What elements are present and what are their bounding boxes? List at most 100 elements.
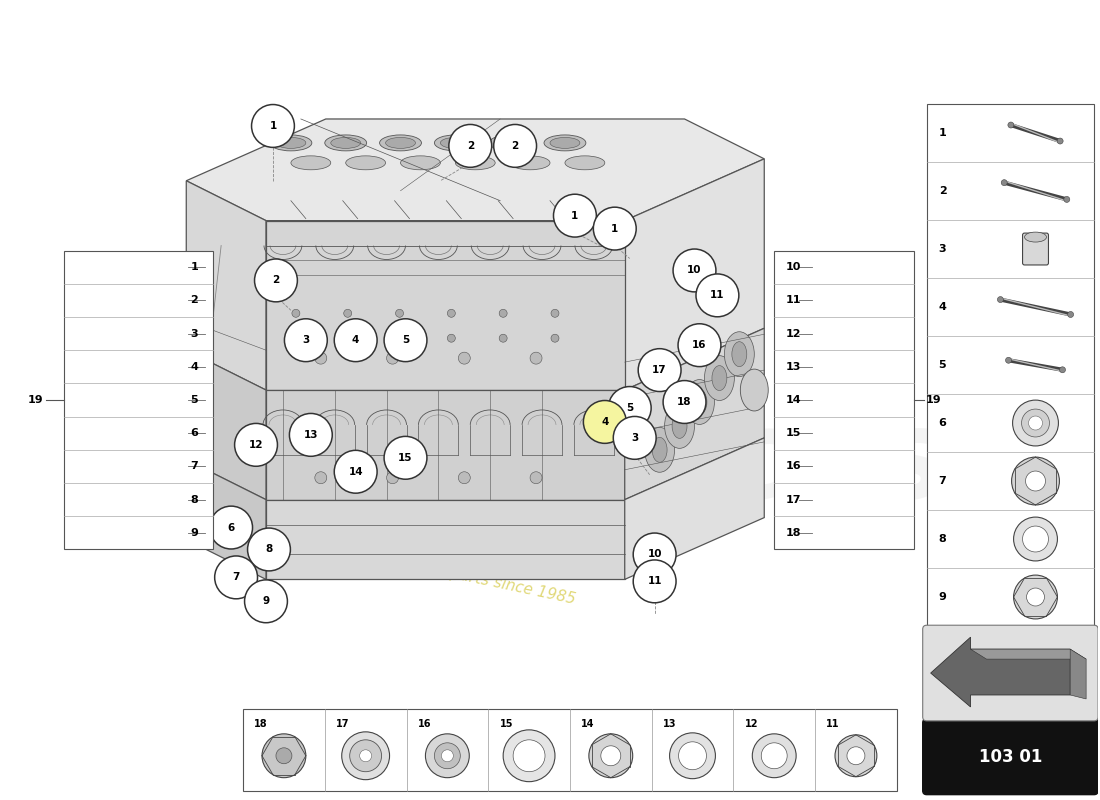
Text: 3: 3 (938, 244, 946, 254)
Circle shape (670, 733, 715, 778)
Text: 2: 2 (512, 141, 519, 151)
Circle shape (276, 748, 292, 764)
Text: 6: 6 (228, 522, 234, 533)
Polygon shape (970, 649, 1086, 659)
Circle shape (634, 533, 676, 576)
Text: 10: 10 (938, 650, 954, 660)
Text: 10: 10 (786, 262, 802, 272)
FancyBboxPatch shape (64, 250, 213, 550)
Text: 3: 3 (190, 329, 198, 338)
Text: 3: 3 (302, 335, 309, 346)
Circle shape (634, 560, 676, 602)
Circle shape (334, 318, 377, 362)
Ellipse shape (270, 135, 311, 151)
Circle shape (679, 742, 706, 770)
Circle shape (673, 249, 716, 292)
Circle shape (384, 318, 427, 362)
Circle shape (434, 743, 460, 769)
Ellipse shape (664, 403, 694, 448)
Ellipse shape (440, 138, 471, 148)
Text: 17: 17 (336, 719, 350, 729)
Ellipse shape (490, 135, 531, 151)
Text: 11: 11 (826, 719, 839, 729)
Text: 12: 12 (745, 719, 758, 729)
Text: arces: arces (572, 403, 952, 524)
Circle shape (847, 746, 865, 765)
Ellipse shape (276, 138, 306, 148)
Circle shape (1023, 526, 1048, 552)
Circle shape (244, 580, 287, 622)
Circle shape (1064, 197, 1070, 202)
Text: 2: 2 (466, 141, 474, 151)
Text: 14: 14 (581, 719, 595, 729)
Ellipse shape (345, 156, 386, 170)
Circle shape (1005, 358, 1012, 363)
Circle shape (601, 746, 620, 766)
Text: 15: 15 (499, 719, 513, 729)
Ellipse shape (455, 156, 495, 170)
Text: 4: 4 (190, 362, 198, 372)
Circle shape (315, 352, 327, 364)
FancyBboxPatch shape (923, 719, 1098, 794)
Ellipse shape (704, 356, 735, 401)
Text: 9: 9 (938, 592, 946, 602)
Circle shape (553, 194, 596, 237)
Circle shape (513, 740, 544, 772)
Circle shape (315, 472, 327, 484)
Polygon shape (186, 350, 266, 500)
Ellipse shape (740, 369, 768, 411)
Text: 16: 16 (418, 719, 431, 729)
Text: 18: 18 (786, 528, 802, 538)
Circle shape (678, 324, 721, 366)
Circle shape (292, 310, 300, 318)
Ellipse shape (725, 332, 755, 377)
Circle shape (350, 740, 382, 772)
Ellipse shape (386, 138, 416, 148)
Ellipse shape (645, 427, 674, 472)
Circle shape (360, 750, 372, 762)
Circle shape (761, 743, 788, 769)
Ellipse shape (324, 135, 366, 151)
Polygon shape (266, 390, 625, 500)
Text: 11: 11 (711, 290, 725, 300)
Text: 13: 13 (304, 430, 318, 440)
Circle shape (494, 125, 537, 167)
Circle shape (214, 556, 257, 599)
FancyBboxPatch shape (1023, 233, 1048, 265)
Circle shape (448, 310, 455, 318)
Text: 5: 5 (938, 360, 946, 370)
Text: 5: 5 (190, 395, 198, 405)
Text: 4: 4 (352, 335, 360, 346)
Polygon shape (931, 637, 1070, 707)
Circle shape (459, 352, 471, 364)
Circle shape (499, 310, 507, 318)
Text: 9: 9 (263, 596, 270, 606)
Circle shape (396, 334, 404, 342)
Ellipse shape (692, 390, 707, 414)
Circle shape (289, 414, 332, 456)
Circle shape (588, 734, 632, 778)
FancyBboxPatch shape (774, 250, 914, 550)
Text: 19: 19 (926, 395, 942, 405)
Circle shape (1025, 471, 1045, 491)
Circle shape (614, 417, 656, 459)
Text: 18: 18 (254, 719, 268, 729)
Ellipse shape (400, 156, 440, 170)
Text: 103 01: 103 01 (979, 748, 1042, 766)
Text: 8: 8 (265, 545, 273, 554)
Circle shape (234, 423, 277, 466)
Text: 16: 16 (786, 462, 802, 471)
Circle shape (386, 352, 398, 364)
Ellipse shape (379, 135, 421, 151)
Circle shape (998, 297, 1003, 302)
Circle shape (1057, 138, 1063, 144)
Circle shape (530, 352, 542, 364)
Text: 1: 1 (270, 121, 276, 131)
Text: 14: 14 (349, 466, 363, 477)
Circle shape (499, 334, 507, 342)
Text: 6: 6 (938, 418, 946, 428)
Text: 5: 5 (626, 403, 634, 413)
Ellipse shape (495, 138, 525, 148)
Text: europ: europ (199, 276, 610, 397)
Text: 8: 8 (938, 534, 946, 544)
